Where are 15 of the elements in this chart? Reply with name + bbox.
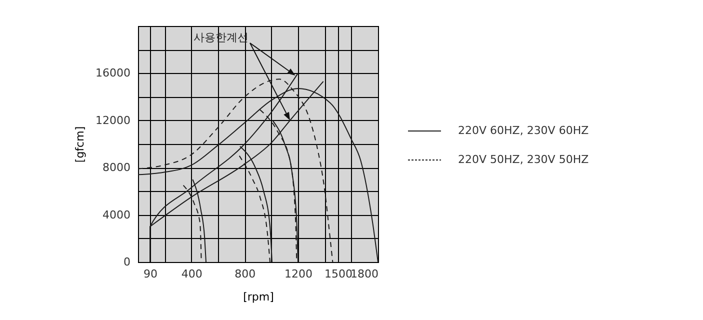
y-tick-label: 0: [124, 256, 130, 268]
y-tick-label: 16000: [96, 66, 130, 80]
x-tick-label: 1500: [324, 268, 352, 280]
y-tick-label: 4000: [102, 208, 130, 222]
y-tick-label: 12000: [96, 114, 130, 127]
x-tick-label: 90: [144, 268, 158, 280]
legend-label: 220V 50HZ, 230V 50HZ: [458, 153, 590, 166]
x-tick-label: 800: [234, 268, 256, 280]
x-tick-label: 400: [181, 268, 202, 280]
legend-label: 220V 60HZ, 230V 60HZ: [458, 124, 590, 137]
x-tick-label: 1200: [284, 268, 312, 280]
y-axis-title: [gfcm]: [74, 126, 87, 163]
x-axis-title: [rpm]: [243, 290, 274, 304]
y-tick-label: 8000: [102, 161, 130, 174]
x-tick-label: 1800: [350, 268, 378, 280]
